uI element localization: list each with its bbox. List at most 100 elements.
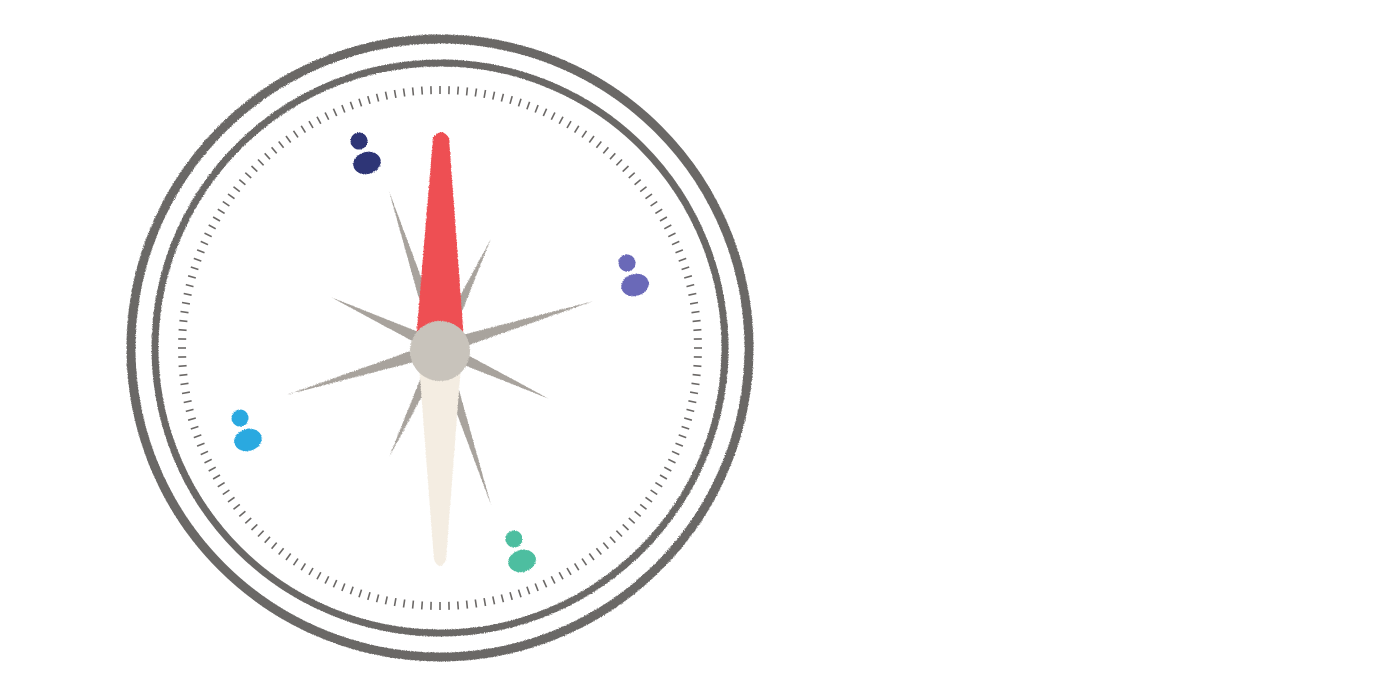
degree-tick (200, 450, 209, 456)
degree-tick (691, 382, 700, 386)
person-navy-icon (350, 132, 381, 175)
degree-tick (250, 523, 258, 531)
degree-tick (558, 116, 564, 125)
degree-tick (602, 146, 610, 154)
degree-tick (204, 458, 213, 464)
degree-tick (558, 571, 564, 580)
degree-tick (622, 165, 630, 173)
degree-tick (692, 373, 701, 377)
degree-tick (411, 600, 415, 609)
degree-tick (257, 530, 265, 538)
degree-tick (332, 108, 338, 117)
degree-tick (420, 601, 424, 610)
degree-tick (659, 474, 668, 480)
degree-tick (179, 319, 188, 323)
degree-tick (483, 89, 487, 99)
person-teal-icon (505, 530, 536, 573)
degree-tick (367, 95, 371, 105)
degree-tick (663, 224, 672, 230)
degree-tick (300, 125, 307, 134)
degree-tick (456, 86, 460, 95)
degree-tick (650, 200, 658, 207)
degree-tick (681, 266, 690, 271)
degree-tick (332, 579, 338, 588)
degree-tick (227, 496, 235, 503)
needle-north-icon (416, 132, 464, 340)
degree-tick (402, 88, 406, 97)
degree-tick (615, 158, 623, 166)
degree-tick (285, 135, 292, 143)
degree-tick (204, 232, 213, 238)
compass-needle (410, 132, 470, 566)
degree-tick (581, 558, 588, 566)
degree-tick (233, 503, 241, 510)
degree-tick (264, 536, 271, 544)
degree-tick (517, 98, 522, 107)
degree-tick (181, 301, 191, 305)
degree-tick (595, 547, 602, 555)
degree-tick (573, 562, 580, 571)
degree-tick (534, 104, 539, 113)
degree-tick (193, 434, 202, 439)
degree-tick (542, 108, 548, 117)
degree-tick (393, 597, 397, 607)
degree-tick (542, 579, 548, 588)
degree-tick (196, 442, 205, 447)
person-head (618, 254, 636, 272)
outer-ring (126, 34, 754, 662)
person-sky-icon (231, 409, 262, 452)
degree-tick (689, 391, 699, 395)
degree-tick (683, 417, 693, 421)
degree-tick (628, 517, 636, 524)
degree-tick (509, 591, 513, 601)
degree-tick (178, 328, 187, 332)
degree-tick (566, 120, 572, 129)
degree-tick (686, 408, 695, 413)
degree-tick (270, 146, 278, 154)
degree-tick (238, 178, 246, 186)
degree-tick (384, 596, 388, 605)
degree-tick (550, 112, 556, 121)
degree-tick (278, 141, 285, 149)
degree-tick (222, 200, 230, 207)
degree-tick (402, 599, 406, 608)
degree-tick (341, 104, 346, 113)
degree-tick (264, 152, 271, 160)
degree-tick (566, 567, 572, 576)
degree-tick (341, 583, 346, 592)
degree-tick (238, 510, 246, 518)
degree-tick (300, 562, 307, 571)
degree-tick (384, 91, 388, 100)
degree-tick (217, 481, 226, 488)
degree-tick (200, 240, 209, 246)
outer-rings (126, 34, 754, 662)
degree-tick (474, 599, 478, 608)
person-head (505, 530, 523, 548)
degree-tick (645, 193, 653, 200)
degree-tick (483, 597, 487, 607)
degree-tick (185, 408, 194, 413)
degree-tick (190, 266, 199, 271)
degree-tick (190, 425, 199, 430)
degree-tick (581, 130, 588, 138)
degree-tick (227, 193, 235, 200)
degree-tick (634, 510, 642, 518)
degree-tick (667, 232, 676, 238)
person-head (350, 132, 368, 150)
degree-tick (324, 575, 330, 584)
degree-tick (663, 466, 672, 472)
degree-tick (257, 158, 265, 166)
degree-tick (609, 536, 616, 544)
degree-tick (244, 172, 252, 179)
needle-south-icon (418, 352, 462, 566)
degree-tick (367, 591, 371, 601)
degree-tick (179, 373, 188, 377)
degree-ticks (178, 86, 702, 610)
degree-tick (609, 152, 616, 160)
degree-tick (217, 208, 226, 215)
degree-tick (358, 589, 363, 598)
degree-tick (180, 382, 189, 386)
degree-tick (180, 310, 189, 314)
degree-tick (688, 292, 697, 296)
